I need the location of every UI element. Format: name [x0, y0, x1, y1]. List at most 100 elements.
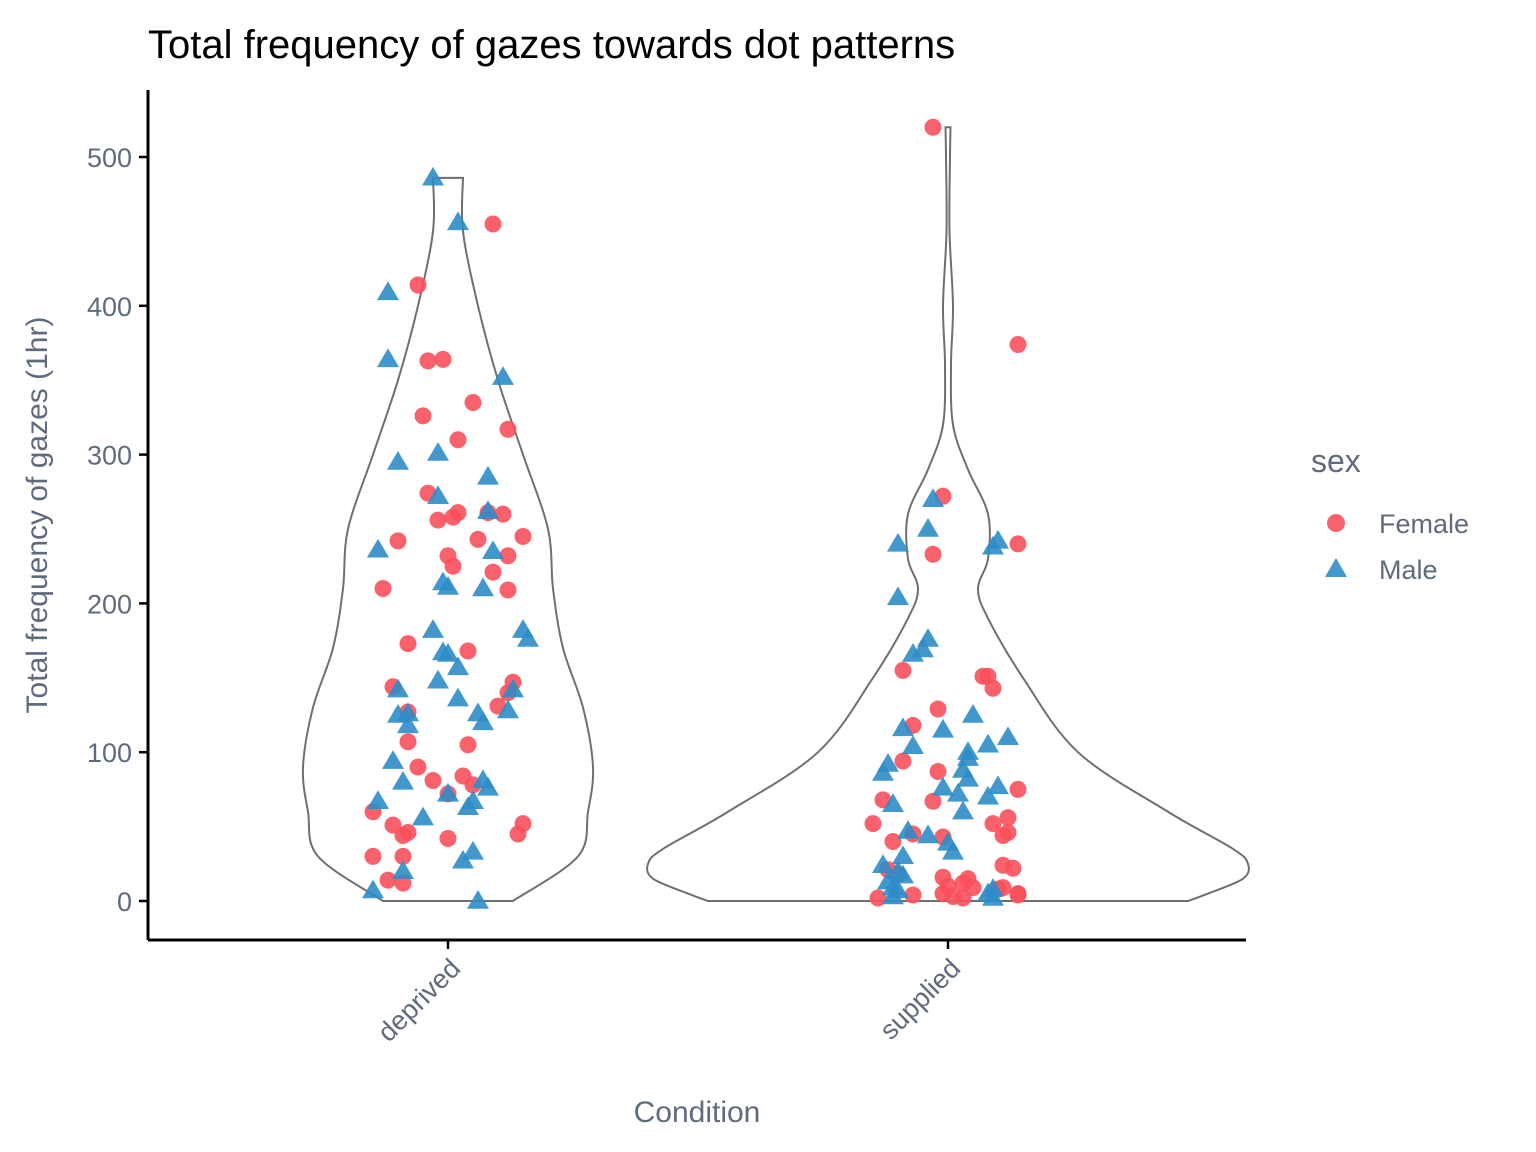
chart-title: Total frequency of gazes towards dot pat…: [148, 23, 955, 67]
point-male: [872, 762, 894, 781]
point-male: [387, 451, 409, 470]
axes: 0 100 200 300 400 500 deprived supplied: [87, 90, 1246, 1047]
legend-label-male: Male: [1379, 555, 1438, 585]
point-female: [994, 827, 1012, 845]
point-male: [457, 796, 479, 815]
point-male: [392, 770, 414, 790]
y-tick-label: 500: [87, 143, 132, 173]
point-male: [957, 767, 979, 787]
point-male: [932, 776, 954, 796]
point-female: [374, 580, 392, 598]
point-female: [484, 215, 502, 233]
point-female: [459, 736, 477, 754]
point-male: [392, 860, 414, 879]
point-male: [982, 535, 1004, 555]
point-male: [437, 782, 459, 802]
x-tick-label: supplied: [874, 953, 966, 1045]
point-male: [447, 656, 469, 676]
point-male: [397, 714, 419, 734]
point-female: [929, 700, 947, 718]
point-female: [439, 830, 457, 848]
point-male: [472, 711, 494, 731]
point-male: [377, 281, 399, 301]
legend-male-marker: [1325, 558, 1347, 577]
point-male: [517, 628, 539, 647]
point-male: [977, 785, 999, 805]
point-male: [897, 820, 919, 839]
legend: sex Female Male: [1311, 443, 1469, 585]
point-female: [449, 431, 467, 449]
point-female: [884, 832, 902, 850]
point-male: [987, 775, 1009, 795]
point-male: [427, 669, 449, 689]
point-female: [409, 276, 427, 294]
point-male: [412, 806, 434, 826]
point-female: [414, 407, 432, 425]
point-female: [904, 886, 922, 904]
point-female: [499, 547, 517, 565]
x-axis-title: Condition: [634, 1096, 761, 1129]
y-tick-label: 100: [87, 738, 132, 768]
point-female: [984, 815, 1002, 833]
legend-label-female: Female: [1379, 509, 1469, 539]
point-male: [982, 887, 1004, 906]
point-male: [932, 718, 954, 738]
point-male: [997, 726, 1019, 746]
point-male: [387, 678, 409, 698]
point-male: [882, 793, 904, 812]
point-male: [422, 166, 444, 186]
point-male: [427, 442, 449, 461]
points-layer: [362, 118, 1027, 909]
point-female: [894, 661, 912, 679]
point-female: [894, 752, 912, 770]
point-male: [942, 840, 964, 860]
point-female: [984, 679, 1002, 697]
point-male: [387, 704, 409, 723]
point-male: [922, 488, 944, 507]
point-female: [379, 871, 397, 889]
point-female: [424, 771, 442, 789]
violin-supplied: [646, 126, 1250, 902]
point-male: [437, 576, 459, 595]
point-female: [1009, 535, 1027, 553]
point-female: [459, 642, 477, 660]
point-female: [869, 889, 887, 907]
point-female: [954, 889, 972, 907]
point-male: [367, 538, 389, 558]
point-male: [892, 717, 914, 737]
point-female: [929, 763, 947, 781]
point-male: [887, 532, 909, 552]
point-female: [364, 847, 382, 865]
point-male: [882, 885, 904, 905]
point-female: [399, 733, 417, 751]
point-male: [377, 348, 399, 368]
x-tick-label: deprived: [372, 953, 466, 1047]
point-male: [497, 699, 519, 719]
point-male: [477, 776, 499, 796]
point-male: [452, 849, 474, 869]
point-male: [902, 642, 924, 662]
point-male: [422, 619, 444, 638]
point-female: [444, 508, 462, 526]
point-male: [477, 465, 499, 485]
point-male: [462, 840, 484, 860]
point-male: [447, 211, 469, 231]
point-female: [394, 847, 412, 865]
y-tick-label: 0: [117, 887, 132, 917]
point-female: [469, 530, 487, 548]
point-male: [427, 485, 449, 504]
legend-female-marker: [1327, 514, 1345, 532]
point-male: [892, 845, 914, 865]
point-female: [389, 532, 407, 550]
point-female: [394, 827, 412, 845]
point-female: [924, 792, 942, 810]
point-female: [924, 118, 942, 136]
point-female: [499, 581, 517, 599]
point-male: [492, 366, 514, 385]
point-female: [494, 505, 512, 523]
point-female: [924, 545, 942, 563]
point-female: [464, 394, 482, 412]
point-male: [477, 500, 499, 519]
point-male: [902, 735, 924, 754]
